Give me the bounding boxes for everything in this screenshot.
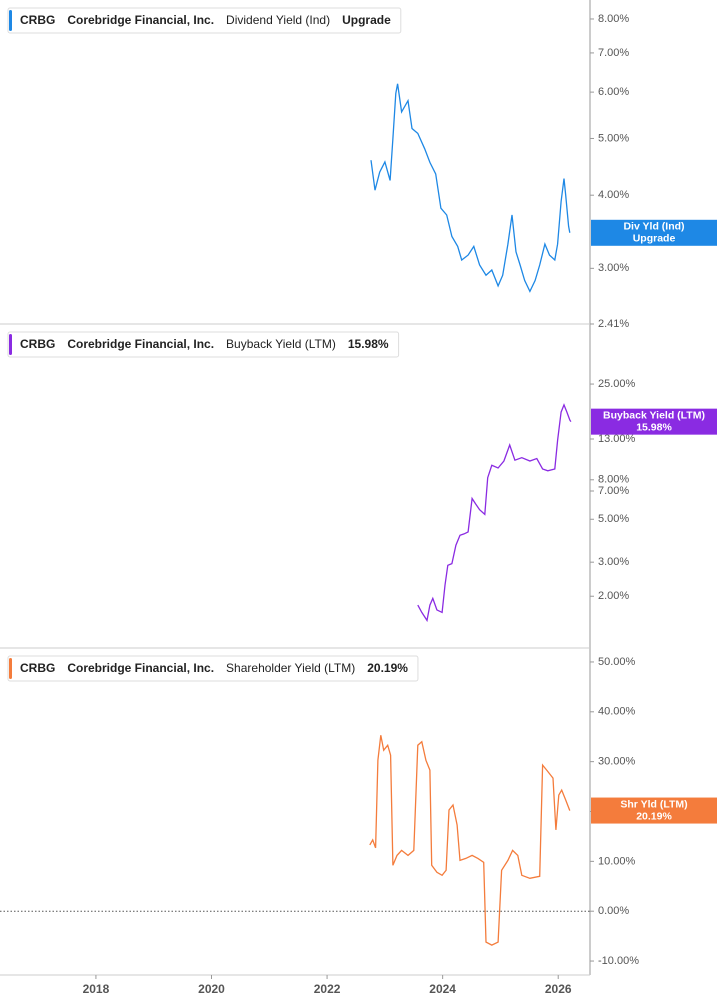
badge-label: Shr Yld (LTM) bbox=[620, 798, 687, 810]
y-tick-label: 10.00% bbox=[598, 855, 636, 867]
y-tick-label: 13.00% bbox=[598, 433, 636, 445]
y-tick-label: 2.00% bbox=[598, 590, 629, 602]
badge-label: Buyback Yield (LTM) bbox=[603, 409, 705, 421]
y-tick-label: 5.00% bbox=[598, 132, 629, 144]
y-tick-label: 6.00% bbox=[598, 86, 629, 98]
badge-label: Div Yld (Ind) bbox=[623, 221, 684, 233]
x-tick-label: 2026 bbox=[545, 982, 572, 996]
legend-box bbox=[7, 7, 402, 34]
y-tick-label: -10.00% bbox=[598, 955, 639, 967]
legend-swatch bbox=[9, 10, 12, 31]
x-tick-label: 2020 bbox=[198, 982, 225, 996]
legend-box bbox=[7, 655, 419, 682]
y-tick-label: 0.00% bbox=[598, 905, 629, 917]
legend-company: Corebridge Financial, Inc. bbox=[67, 13, 214, 27]
y-tick-label: 4.00% bbox=[598, 189, 629, 201]
legend-series-name: Buyback Yield (LTM) bbox=[226, 337, 336, 351]
legend-company: Corebridge Financial, Inc. bbox=[67, 661, 214, 675]
legend-ticker: CRBG bbox=[20, 13, 55, 27]
y-tick-label: 5.00% bbox=[598, 513, 629, 525]
series-line bbox=[417, 403, 572, 623]
series-line bbox=[370, 83, 571, 293]
legend-header: CRBG Corebridge Financial, Inc. Dividend Y… bbox=[7, 7, 402, 34]
y-tick-label: 8.00% bbox=[598, 13, 629, 25]
value-badge bbox=[591, 797, 717, 824]
y-tick-label: 40.00% bbox=[598, 706, 636, 718]
x-tick-label: 2022 bbox=[314, 982, 341, 996]
badge-value: 20.19% bbox=[636, 810, 672, 822]
series-line bbox=[369, 735, 571, 946]
legend-header: CRBG Corebridge Financial, Inc. Shareholde… bbox=[7, 655, 419, 682]
badge-value: 15.98% bbox=[636, 421, 672, 433]
y-tick-label: 7.00% bbox=[598, 47, 629, 59]
legend-header: CRBG Corebridge Financial, Inc. Buyback Yi… bbox=[7, 331, 400, 358]
legend-series-name: Shareholder Yield (LTM) bbox=[226, 661, 355, 675]
legend-ticker: CRBG bbox=[20, 661, 55, 675]
legend-ticker: CRBG bbox=[20, 337, 55, 351]
y-tick-label: 2.41% bbox=[598, 318, 629, 330]
badge-value: Upgrade bbox=[633, 233, 676, 245]
value-badge bbox=[591, 219, 717, 246]
legend-swatch bbox=[9, 334, 12, 355]
value-badge bbox=[591, 408, 717, 435]
legend-value: Upgrade bbox=[342, 13, 391, 27]
y-tick-label: 30.00% bbox=[598, 756, 636, 768]
legend-swatch bbox=[9, 658, 12, 679]
legend-company: Corebridge Financial, Inc. bbox=[67, 337, 214, 351]
legend-value: 20.19% bbox=[367, 661, 408, 675]
y-tick-label: 50.00% bbox=[598, 656, 636, 668]
y-tick-label: 8.00% bbox=[598, 474, 629, 486]
x-tick-label: 2024 bbox=[429, 982, 456, 996]
y-tick-label: 3.00% bbox=[598, 262, 629, 274]
y-tick-label: 3.00% bbox=[598, 556, 629, 568]
legend-value: 15.98% bbox=[348, 337, 389, 351]
y-tick-label: 25.00% bbox=[598, 378, 636, 390]
x-tick-label: 2018 bbox=[83, 982, 110, 996]
y-tick-label: 7.00% bbox=[598, 485, 629, 497]
legend-series-name: Dividend Yield (Ind) bbox=[226, 13, 330, 27]
legend-box bbox=[7, 331, 400, 358]
